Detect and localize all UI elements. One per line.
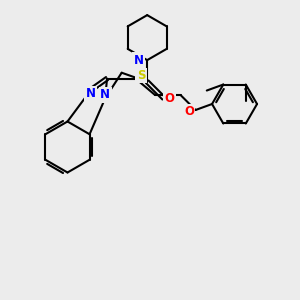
Text: O: O (184, 105, 194, 118)
Text: N: N (86, 87, 96, 100)
Text: N: N (134, 54, 144, 67)
Text: O: O (164, 92, 174, 105)
Text: S: S (137, 69, 145, 82)
Text: N: N (100, 88, 110, 101)
